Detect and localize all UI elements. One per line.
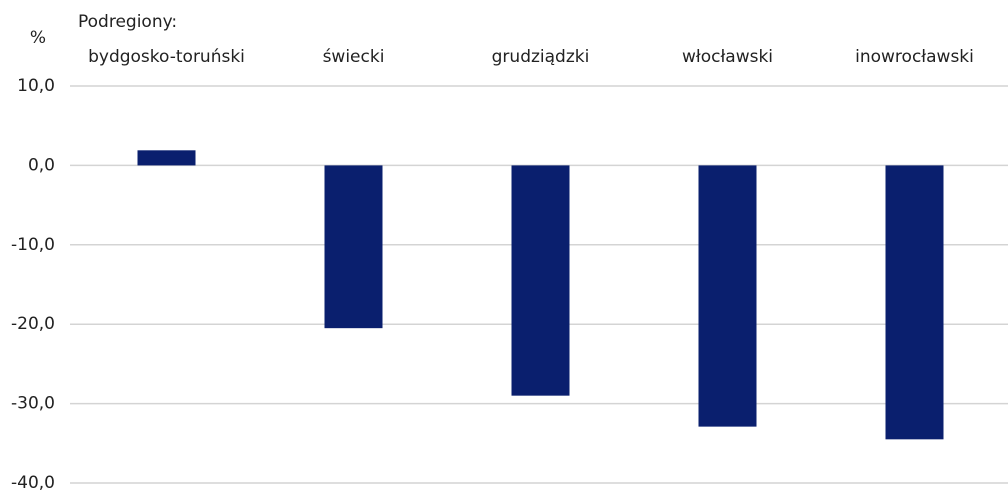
x-tick-label: bydgosko-toruński <box>88 47 245 67</box>
y-tick-label: 0,0 <box>28 155 55 175</box>
y-tick-label: -30,0 <box>11 394 55 414</box>
y-tick-label: -20,0 <box>11 314 55 334</box>
y-tick-label: 10,0 <box>17 76 55 96</box>
x-axis-label: Podregiony: <box>78 12 177 32</box>
bar <box>324 165 383 329</box>
y-tick-label: -40,0 <box>11 473 55 490</box>
bar <box>137 150 196 166</box>
y-tick-label: -10,0 <box>11 235 55 255</box>
y-axis-label: % <box>30 28 46 48</box>
x-tick-label: grudziądzki <box>492 47 590 67</box>
x-tick-label: włocławski <box>682 47 773 67</box>
bar <box>885 165 944 440</box>
bar <box>511 165 570 396</box>
bar <box>698 165 757 427</box>
x-tick-label: inowrocławski <box>855 47 974 67</box>
x-tick-label: świecki <box>323 47 385 67</box>
